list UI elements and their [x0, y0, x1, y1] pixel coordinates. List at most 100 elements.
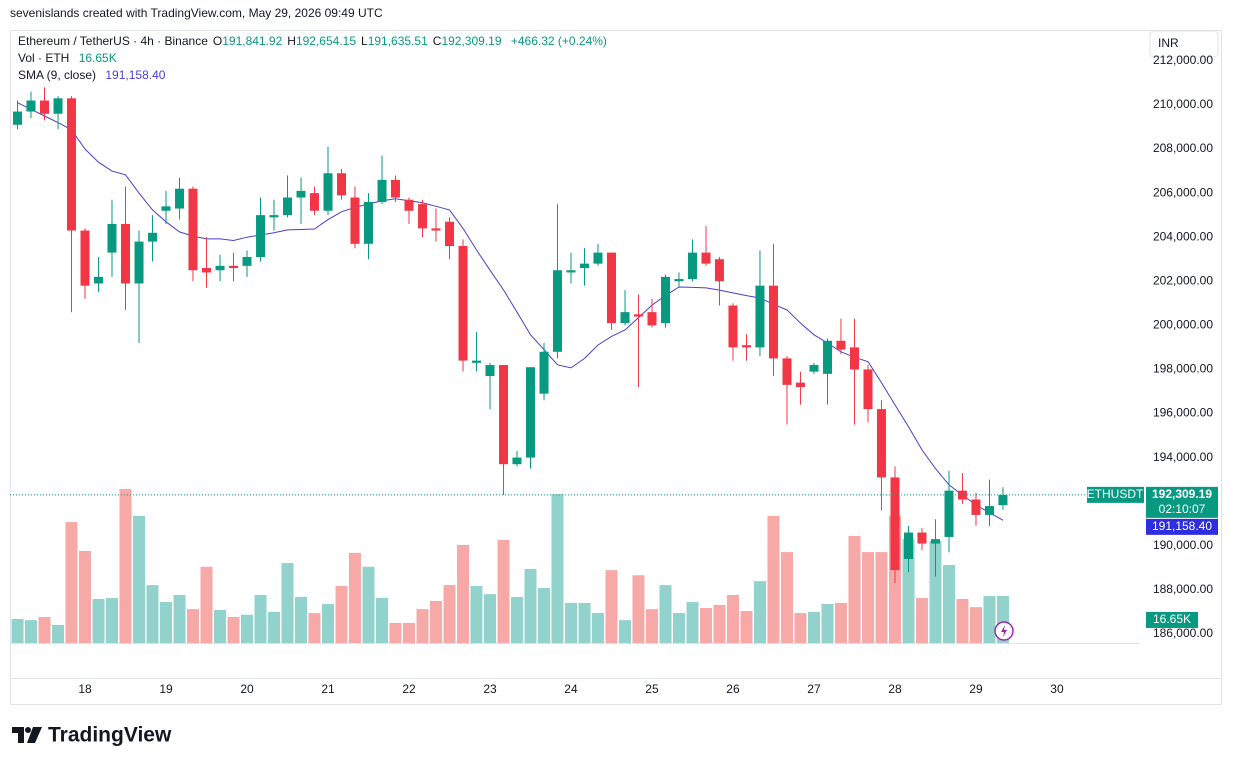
credit: sevenislands created with TradingView.co…	[10, 6, 383, 20]
y-tick-label: 198,000.00	[1153, 362, 1213, 376]
volume-bar	[65, 522, 78, 643]
candle-body	[863, 369, 873, 410]
candle-body	[66, 98, 76, 231]
x-tick-label: 19	[159, 682, 173, 696]
volume-bar	[497, 539, 510, 643]
legend-sma-value: 191,158.40	[105, 68, 166, 82]
volume-bar	[821, 604, 834, 643]
currency-button[interactable]	[1149, 30, 1219, 58]
volume-bar	[267, 611, 280, 643]
candle-body	[836, 340, 846, 350]
volume-bar	[551, 494, 564, 643]
volume-bar	[389, 622, 402, 643]
candle-body	[431, 228, 441, 231]
x-tick-label: 25	[645, 682, 659, 696]
candle-body	[525, 367, 535, 458]
volume-bar	[214, 609, 227, 643]
symbol-tag-label: ETHUSDT	[1087, 487, 1144, 501]
logo-text: TradingView	[48, 724, 172, 747]
candle-body	[593, 252, 603, 264]
volume-bar	[605, 570, 618, 643]
volume-bar	[564, 602, 577, 643]
volume-bar	[619, 620, 632, 643]
candle-body	[620, 312, 630, 324]
legend-ohlc-key: O	[212, 34, 223, 48]
candle-body	[350, 197, 360, 244]
alert-bolt	[1001, 625, 1007, 637]
volume-tag	[1146, 611, 1198, 628]
volume-bar	[902, 539, 915, 643]
volume-bar	[510, 596, 523, 643]
x-tick-label: 22	[402, 682, 416, 696]
y-tick-label: 210,000.00	[1153, 97, 1213, 111]
volume-bar	[470, 585, 483, 643]
volume-bar	[753, 581, 766, 643]
candle-body	[566, 270, 576, 273]
candle-body	[471, 360, 481, 363]
candle-body	[363, 201, 373, 244]
volume-bar	[348, 552, 361, 643]
volume-bar	[524, 568, 537, 643]
candle-body	[323, 173, 333, 211]
volume-bar	[443, 585, 456, 643]
candle-body	[552, 270, 562, 352]
candle-body	[755, 285, 765, 348]
candle-body	[228, 265, 238, 269]
volume-bar	[186, 609, 199, 643]
candle-body	[418, 204, 428, 229]
legend-change: +466.32 (+0.24%)	[510, 34, 607, 48]
x-tick-label: 29	[969, 682, 983, 696]
candle-body	[823, 340, 833, 374]
candle-body	[26, 100, 36, 112]
volume-bar	[133, 515, 146, 643]
legend-ohlc-value: 191,635.51	[367, 34, 428, 48]
candle-body	[714, 259, 724, 282]
legend-ohlc-key: L	[361, 34, 368, 48]
volume-bar	[915, 598, 928, 643]
volume-bar	[713, 604, 726, 643]
volume-bar	[92, 598, 105, 643]
volume-bar	[173, 594, 186, 643]
x-tick-label: 28	[888, 682, 902, 696]
volume-bar	[362, 566, 375, 643]
candle-body	[175, 188, 185, 209]
candle-body	[930, 539, 940, 544]
candle-body	[795, 382, 805, 388]
candle-body	[876, 409, 886, 478]
sma-line	[17, 102, 1004, 521]
volume-bar	[862, 552, 875, 643]
legend-ohlc-key: H	[287, 34, 296, 48]
volume-bar	[538, 587, 551, 643]
volume-bar	[632, 575, 645, 643]
legend-ohlc-value: 191,841.92	[222, 34, 283, 48]
volume-bar	[281, 563, 294, 643]
y-tick-label: 200,000.00	[1153, 318, 1213, 332]
candle-body	[890, 477, 900, 570]
candle-body	[282, 197, 292, 216]
candle-body	[404, 199, 414, 211]
volume-bar	[11, 618, 24, 643]
candle-body	[917, 532, 927, 544]
y-tick-label: 204,000.00	[1153, 229, 1213, 243]
price-tag-label: 192,309.19	[1152, 487, 1212, 501]
legend-symbol-row: Ethereum / TetherUS · 4h · Binance O191,8…	[18, 33, 607, 50]
x-tick-label: 21	[321, 682, 335, 696]
volume-bar	[79, 550, 92, 643]
volume-bar	[645, 609, 658, 643]
x-tick-label: 18	[78, 682, 92, 696]
symbol-tag	[1087, 486, 1144, 503]
candle-body	[202, 268, 212, 273]
volume-bar	[943, 565, 956, 643]
candle-body	[242, 257, 252, 266]
candle-body	[782, 358, 792, 385]
volume-bar	[160, 602, 173, 643]
volume-bar	[767, 515, 780, 643]
candle-body	[309, 193, 319, 211]
y-tick-label: 186,000.00	[1153, 626, 1213, 640]
candle-body	[499, 365, 509, 465]
volume-bar	[983, 596, 996, 643]
logo-icon	[12, 727, 42, 743]
volume-bar	[740, 611, 753, 643]
volume-bar	[240, 614, 253, 643]
candle-body	[971, 499, 981, 515]
